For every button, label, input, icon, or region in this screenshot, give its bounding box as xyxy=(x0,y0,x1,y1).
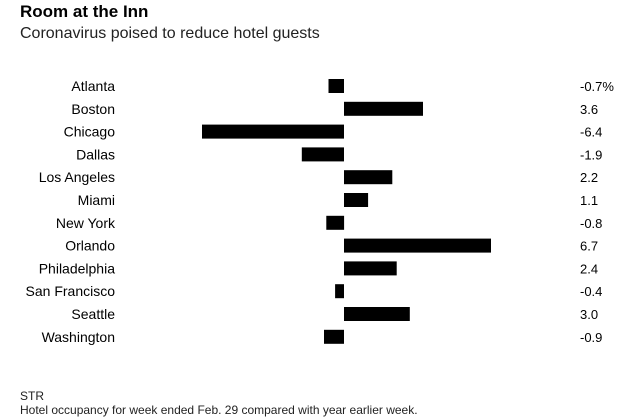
value-label-washington: -0.9 xyxy=(580,330,602,345)
category-label-san-francisco: San Francisco xyxy=(26,283,116,299)
bar-boston xyxy=(344,101,423,116)
bar-atlanta xyxy=(328,79,344,93)
value-label-new-york: -0.8 xyxy=(580,216,602,231)
category-label-orlando: Orlando xyxy=(65,238,115,254)
bar-los-angeles xyxy=(344,170,393,185)
bar-orlando xyxy=(344,238,491,253)
chart-subtitle: Coronavirus poised to reduce hotel guest… xyxy=(20,25,320,42)
category-label-chicago: Chicago xyxy=(64,124,116,140)
bar-miami xyxy=(344,193,369,207)
bar-seattle xyxy=(344,307,410,321)
category-label-seattle: Seattle xyxy=(71,306,115,322)
value-label-miami: 1.1 xyxy=(580,193,598,208)
value-label-atlanta: -0.7% xyxy=(580,79,614,94)
value-label-orlando: 6.7 xyxy=(580,239,598,254)
bar-chicago xyxy=(202,124,344,139)
value-label-dallas: -1.9 xyxy=(580,147,602,162)
category-label-los-angeles: Los Angeles xyxy=(39,169,115,185)
bar-new-york xyxy=(326,215,345,230)
chart-title: Room at the Inn xyxy=(20,2,149,21)
category-label-washington: Washington xyxy=(42,329,115,345)
bar-philadelphia xyxy=(344,261,397,276)
bar-chart: Atlanta -0.7% Boston 3.6 Chicago -6.4 Dallas -1… xyxy=(26,78,615,345)
bar-dallas xyxy=(301,147,344,162)
value-label-boston: 3.6 xyxy=(580,102,598,117)
category-label-miami: Miami xyxy=(78,192,115,208)
category-label-boston: Boston xyxy=(71,101,115,117)
value-label-chicago: -6.4 xyxy=(580,125,602,140)
category-label-atlanta: Atlanta xyxy=(71,78,115,94)
source-label: STR xyxy=(20,389,44,403)
value-label-philadelphia: 2.4 xyxy=(580,261,598,276)
category-label-dallas: Dallas xyxy=(76,146,115,162)
category-label-new-york: New York xyxy=(56,215,116,231)
bar-washington xyxy=(324,329,344,344)
bar-san-francisco xyxy=(335,284,344,299)
value-label-seattle: 3.0 xyxy=(580,307,598,322)
value-label-los-angeles: 2.2 xyxy=(580,170,598,185)
value-label-san-francisco: -0.4 xyxy=(580,284,602,299)
footnote: Hotel occupancy for week ended Feb. 29 c… xyxy=(20,403,418,417)
category-label-philadelphia: Philadelphia xyxy=(39,260,115,276)
